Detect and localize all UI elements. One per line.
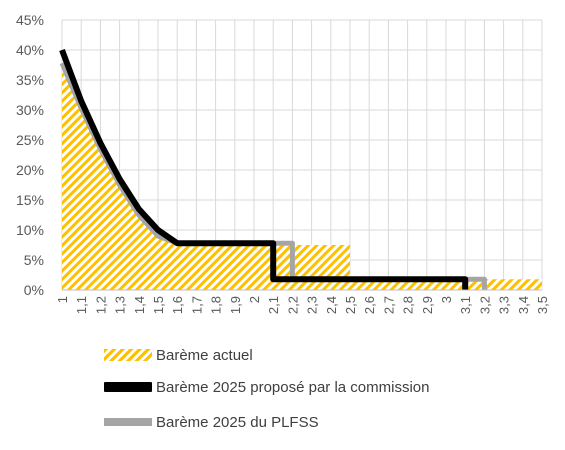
legend-label-plfss: Barème 2025 du PLFSS — [156, 413, 319, 431]
x-tick-label: 1,8 — [209, 296, 224, 314]
y-tick-label: 20% — [16, 162, 44, 178]
x-tick-label: 3,3 — [497, 296, 512, 314]
y-tick-label: 5% — [24, 252, 44, 268]
x-tick-label: 1,7 — [189, 296, 204, 314]
x-tick-label: 1,3 — [113, 296, 128, 314]
x-tick-label: 3,5 — [535, 296, 550, 314]
legend-swatch-commission — [104, 382, 152, 392]
x-tick-label: 2,2 — [285, 296, 300, 314]
x-tick-label: 1,4 — [132, 296, 147, 314]
x-tick-label: 1,5 — [151, 296, 166, 314]
x-tick-label: 2,7 — [381, 296, 396, 314]
chart-plot-area: 0% 5% 10% 15% 20% 25% 30% 35% 40% 45% 1 1,1 1,2 1,3 1… — [16, 12, 550, 314]
x-tick-label: 2,8 — [401, 296, 416, 314]
x-tick-label: 3,2 — [477, 296, 492, 314]
y-tick-label: 15% — [16, 192, 44, 208]
x-tick-label: 2,4 — [324, 296, 339, 314]
y-tick-label: 0% — [24, 282, 44, 298]
x-tick-label: 2,9 — [420, 296, 435, 314]
y-tick-label: 35% — [16, 72, 44, 88]
y-tick-label: 45% — [16, 12, 44, 28]
legend-item-plfss: Barème 2025 du PLFSS — [104, 411, 319, 433]
chart-legend: Barème actuel Barème 2025 proposé par la… — [104, 340, 544, 440]
legend-item-commission: Barème 2025 proposé par la commission — [104, 376, 429, 398]
x-tick-label: 2,3 — [305, 296, 320, 314]
x-tick-label: 1,9 — [228, 296, 243, 314]
x-tick-label: 1 — [55, 296, 70, 303]
x-tick-label: 2 — [247, 296, 262, 303]
x-tick-label: 3,4 — [516, 296, 531, 314]
x-tick-label: 3 — [439, 296, 454, 303]
x-tick-label: 2,6 — [362, 296, 377, 314]
legend-item-actuel: Barème actuel — [104, 344, 253, 366]
x-tick-label: 1,6 — [170, 296, 185, 314]
y-tick-label: 25% — [16, 132, 44, 148]
series-line-commission — [59, 48, 469, 290]
series-area-bareme-actuel — [62, 63, 542, 290]
legend-label-actuel: Barème actuel — [156, 346, 253, 364]
x-tick-label: 3,1 — [458, 296, 473, 314]
x-tick-label: 2,1 — [266, 296, 281, 314]
legend-swatch-actuel — [104, 349, 152, 361]
x-tick-label: 1,2 — [93, 296, 108, 314]
y-tick-label: 40% — [16, 42, 44, 58]
x-tick-label: 1,1 — [74, 296, 89, 314]
x-tick-label: 2,5 — [343, 296, 358, 314]
legend-swatch-plfss — [104, 418, 152, 426]
legend-label-commission: Barème 2025 proposé par la commission — [156, 378, 430, 396]
y-tick-label: 30% — [16, 102, 44, 118]
y-tick-label: 10% — [16, 222, 44, 238]
